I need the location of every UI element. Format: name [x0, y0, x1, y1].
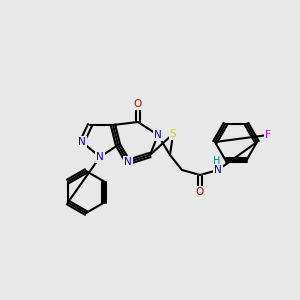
Text: F: F	[265, 130, 271, 140]
Text: H: H	[213, 156, 221, 166]
Text: N: N	[124, 157, 132, 167]
Text: O: O	[134, 99, 142, 109]
Text: N: N	[78, 137, 86, 147]
Text: S: S	[170, 129, 176, 139]
Text: N: N	[154, 130, 162, 140]
Text: O: O	[196, 187, 204, 197]
Text: N: N	[214, 165, 222, 175]
Text: N: N	[96, 152, 104, 162]
